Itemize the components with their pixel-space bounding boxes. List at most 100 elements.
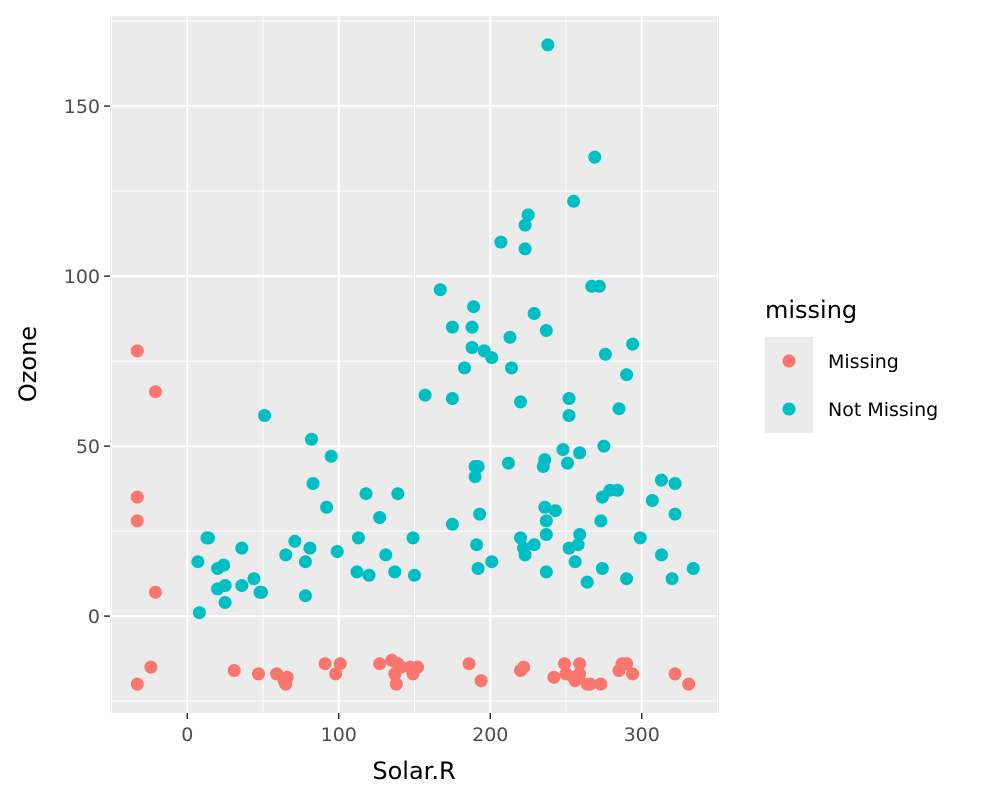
point-not-missing [445,517,459,531]
point-not-missing [573,446,587,460]
x-tick-label: 100 [321,724,357,746]
y-tick-label: 0 [88,606,100,628]
point-not-missing [279,548,293,562]
point-missing [462,657,476,671]
series-not-missing-points [191,38,700,620]
point-not-missing [418,388,432,402]
point-not-missing [597,439,611,453]
point-not-missing [253,585,267,599]
point-not-missing [330,545,344,558]
point-missing [389,677,403,691]
point-not-missing [645,494,659,507]
point-not-missing [539,565,553,579]
point-not-missing [598,347,612,361]
point-not-missing [588,150,602,164]
x-tick-label: 300 [624,724,660,746]
point-not-missing [668,507,682,521]
point-missing [668,667,682,681]
point-not-missing [548,504,562,518]
point-missing [411,660,425,674]
point-missing [547,670,561,684]
point-missing [620,657,634,671]
point-not-missing [471,460,485,473]
point-not-missing [538,500,552,514]
point-not-missing [235,579,249,592]
point-not-missing [541,38,555,52]
point-missing [573,667,587,681]
grid-major [110,16,719,713]
point-not-missing [306,477,320,490]
point-not-missing [303,541,317,555]
point-missing [130,514,144,528]
point-missing [557,657,571,671]
point-not-missing [562,409,576,422]
point-not-missing [485,351,499,365]
point-not-missing [468,470,482,484]
legend-label-not-missing: Not Missing [828,399,938,421]
point-not-missing [473,507,487,521]
point-not-missing [556,443,570,456]
point-missing [583,677,597,691]
point-not-missing [470,538,484,552]
point-not-missing [408,568,421,582]
point-missing [594,677,608,691]
point-missing [148,385,162,399]
point-not-missing [612,402,626,416]
point-not-missing [391,487,405,501]
point-not-missing [521,208,535,222]
point-missing [251,667,265,681]
series-missing-points [130,344,696,691]
point-not-missing [192,606,206,620]
y-tick-label: 150 [64,96,100,118]
legend-key-missing-dot [782,354,796,368]
point-not-missing [191,555,205,569]
point-missing [394,660,408,674]
point-not-missing [467,300,481,314]
x-tick-label: 0 [181,724,193,746]
point-missing [333,657,347,671]
point-not-missing [218,596,232,609]
y-tick-label: 100 [64,266,100,288]
point-not-missing [501,456,515,470]
point-missing [318,657,332,671]
y-axis-ticks: 0 50 100 150 [64,96,110,628]
point-not-missing [304,432,318,446]
point-not-missing [539,528,553,541]
point-missing [227,664,241,677]
point-not-missing [539,324,553,337]
point-not-missing [320,500,334,514]
point-not-missing [536,460,550,473]
x-axis-title: Solar.R [372,757,455,785]
point-not-missing [573,528,587,541]
point-not-missing [503,330,517,344]
point-not-missing [504,361,518,375]
point-not-missing [527,307,541,320]
point-not-missing [518,548,532,562]
point-missing [130,677,144,691]
point-not-missing [654,473,668,487]
point-not-missing [433,283,447,297]
point-not-missing [465,341,479,354]
point-not-missing [514,395,528,409]
point-not-missing [258,409,272,422]
point-missing [573,657,587,671]
point-not-missing [594,514,608,528]
point-not-missing [592,279,606,293]
point-not-missing [668,477,682,490]
legend-title: missing [765,296,857,324]
point-not-missing [568,555,582,569]
point-missing [682,677,696,691]
point-not-missing [562,541,576,555]
point-not-missing [514,531,528,545]
point-missing [144,660,158,674]
point-not-missing [471,562,485,575]
legend-key-not-missing-dot [782,402,796,416]
point-not-missing [485,555,499,569]
point-missing [130,344,144,358]
point-not-missing [494,235,508,249]
point-not-missing [611,483,624,497]
point-not-missing [626,337,640,351]
point-not-missing [665,572,679,586]
legend: missing Missing Not Missing [765,296,938,433]
